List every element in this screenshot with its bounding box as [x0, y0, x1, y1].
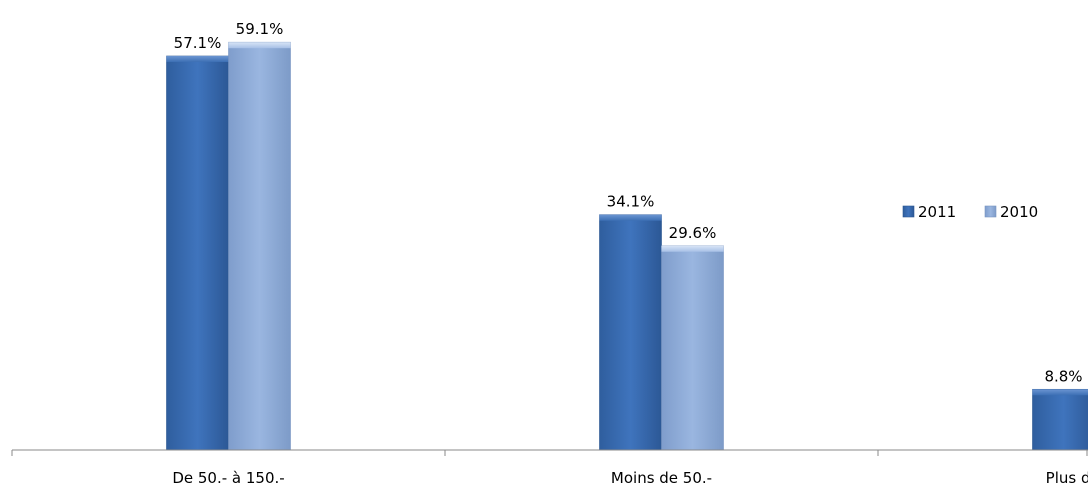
data-label-2011-0: 57.1%: [174, 34, 222, 52]
data-label-2010-0: 59.1%: [236, 20, 284, 38]
legend: 2011 2010: [902, 203, 1038, 221]
data-label-2010-1: 29.6%: [669, 224, 717, 242]
data-label-2011-2: 8.8%: [1044, 367, 1082, 385]
x-axis: De 50.- à 150.- Moins de 50.- Plus de 150.…: [11, 449, 1088, 487]
bar-2011-2: [1032, 388, 1088, 451]
legend-swatch-2011: [902, 205, 915, 218]
legend-item-2010: 2010: [984, 203, 1038, 221]
legend-label-2011: 2011: [918, 203, 956, 221]
data-labels-layer: 57.1%59.1%34.1%29.6%8.8%11.3%: [174, 20, 1083, 385]
bar-2010-1: [661, 245, 724, 451]
bar-2011-0: [166, 55, 229, 451]
legend-item-2011: 2011: [902, 203, 956, 221]
x-tick-label-1: Moins de 50.-: [611, 469, 712, 487]
x-tick-label-0: De 50.- à 150.-: [172, 469, 284, 487]
x-tick-label-2: Plus de 150.-: [1046, 469, 1088, 487]
legend-label-2010: 2010: [1000, 203, 1038, 221]
legend-swatch-2010: [984, 205, 997, 218]
bar-2010-0: [228, 41, 291, 451]
bar-2011-1: [599, 214, 662, 451]
bars-layer: [166, 41, 1088, 451]
data-label-2011-1: 34.1%: [607, 193, 655, 211]
